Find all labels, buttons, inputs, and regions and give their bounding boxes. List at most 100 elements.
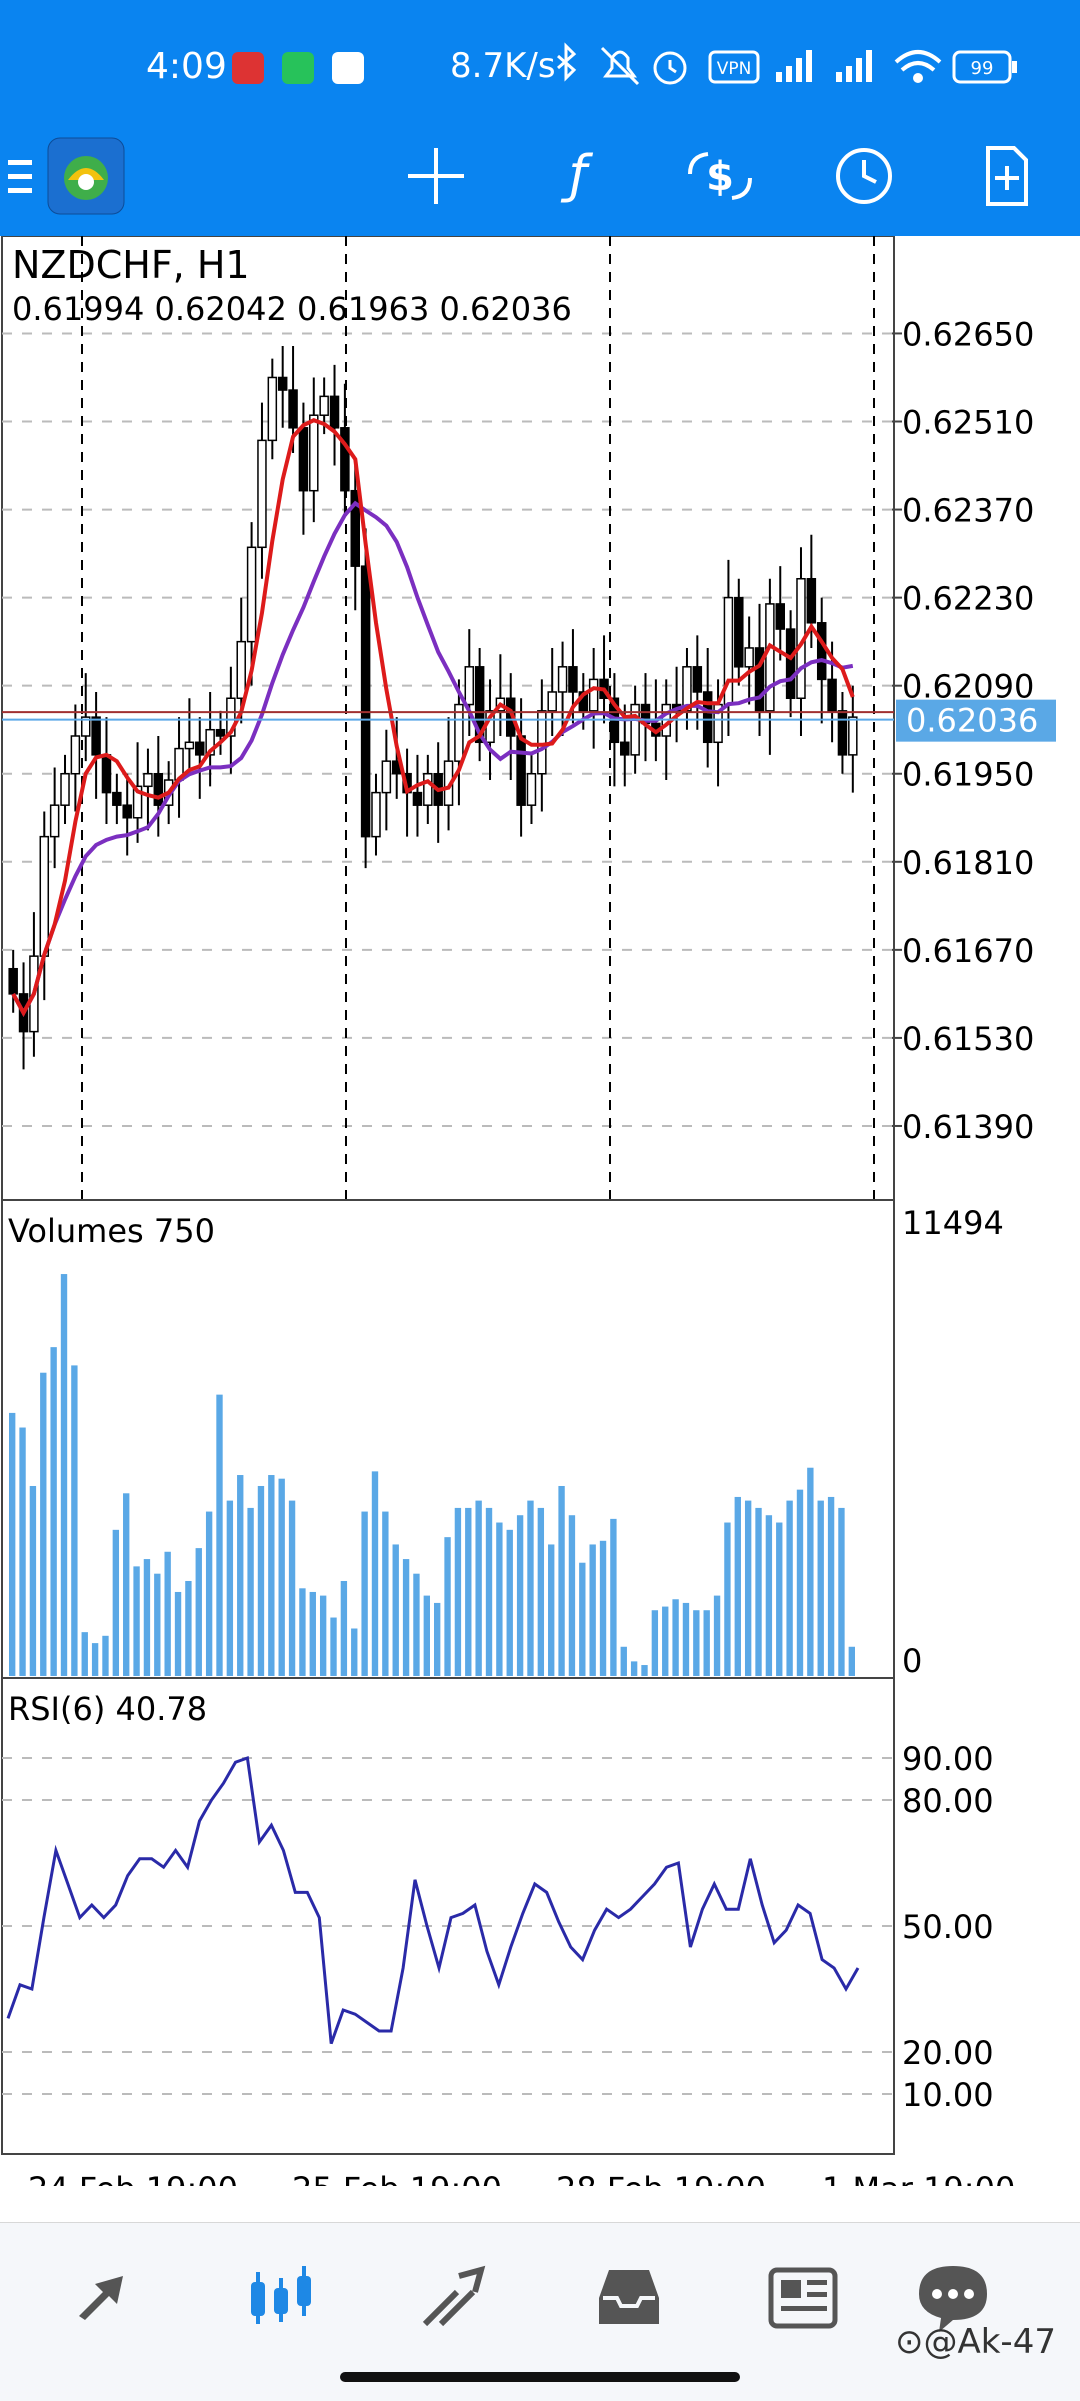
volume-bar xyxy=(434,1602,441,1676)
volume-bar xyxy=(133,1566,140,1676)
candle-body xyxy=(754,647,765,712)
rsi-tick-label: 50.00 xyxy=(902,1908,994,1946)
candle-body xyxy=(785,628,796,700)
cat-app-icon xyxy=(332,52,364,84)
candle-body xyxy=(381,760,392,794)
volume-bar xyxy=(703,1610,710,1676)
chart-icon xyxy=(251,2266,311,2324)
candle-body xyxy=(143,772,153,788)
volume-bar xyxy=(123,1493,130,1676)
symbol-button[interactable]: $ xyxy=(680,136,760,216)
volume-bar xyxy=(216,1394,223,1676)
candle-body xyxy=(557,666,568,693)
volume-bar xyxy=(278,1478,285,1676)
candle-body xyxy=(464,666,475,706)
nav-chart[interactable] xyxy=(236,2253,326,2343)
volume-bar xyxy=(734,1496,741,1676)
menu-button[interactable] xyxy=(0,136,60,216)
volume-max-label: 11494 xyxy=(902,1204,1004,1242)
chart-svg[interactable]: 0.62650 0.62510 0.62370 0.62230 0.62090 0.619… xyxy=(0,235,1080,2208)
candle-body xyxy=(340,427,350,492)
status-bar: 4:09 8.7K/s VPN 99 xyxy=(0,0,1080,118)
volume-bar xyxy=(496,1522,503,1676)
mute-icon xyxy=(600,46,640,86)
volume-bar xyxy=(516,1515,524,1676)
volume-bar xyxy=(537,1507,545,1676)
candle-body xyxy=(257,439,267,549)
rsi-line xyxy=(6,1755,860,2045)
indicators-button[interactable]: ƒ xyxy=(538,136,618,216)
candle-body xyxy=(848,716,858,756)
volume-bar xyxy=(195,1548,202,1676)
volume-bar xyxy=(475,1500,482,1676)
candle-body xyxy=(516,735,526,806)
nav-trade[interactable] xyxy=(410,2253,500,2343)
volume-bar xyxy=(817,1500,824,1676)
alarm-icon xyxy=(653,51,687,85)
volume-bar xyxy=(91,1643,99,1676)
volume-bar xyxy=(641,1665,648,1676)
volume-bar xyxy=(682,1602,690,1676)
volume-bar xyxy=(371,1471,379,1676)
candle-body xyxy=(474,666,485,744)
candle-body xyxy=(412,791,423,806)
nav-history[interactable] xyxy=(584,2253,674,2343)
chart-area[interactable]: 0.62650 0.62510 0.62370 0.62230 0.62090 0.619… xyxy=(0,235,1080,2208)
svg-text:99: 99 xyxy=(971,58,994,79)
watermark: ⊙@Ak-47 xyxy=(895,2322,1056,2362)
candle-body xyxy=(236,640,246,700)
candle-body xyxy=(568,666,578,693)
volume-bar xyxy=(672,1599,679,1676)
volume-bar xyxy=(444,1537,451,1676)
new-order-button[interactable] xyxy=(966,136,1046,216)
rsi-tick-label: 10.00 xyxy=(902,2076,994,2114)
messages-icon xyxy=(919,2266,987,2332)
candle-body xyxy=(423,772,433,806)
nav-news[interactable] xyxy=(758,2253,848,2343)
bluetooth-icon xyxy=(557,42,577,82)
network-speed: 8.7K/s xyxy=(450,46,556,86)
price-tick-label: 0.62510 xyxy=(902,404,1034,442)
metatrader-logo-icon xyxy=(47,137,125,215)
time-tick-label: 28 Feb 19:00 xyxy=(556,2170,766,2186)
volume-bar xyxy=(796,1489,804,1676)
candle-body xyxy=(350,489,361,567)
candle-body xyxy=(215,728,226,737)
price-axis: 0.62650 0.62510 0.62370 0.62230 0.62090 0.619… xyxy=(892,315,1034,1146)
toolbar: ƒ $ xyxy=(0,118,1080,236)
candle-body xyxy=(692,666,703,693)
volume-bar xyxy=(744,1500,752,1676)
home-indicator[interactable] xyxy=(340,2372,740,2382)
volume-bar xyxy=(485,1507,493,1676)
timeframe-button[interactable] xyxy=(824,136,904,216)
price-tick-label: 0.62090 xyxy=(902,668,1034,706)
history-icon xyxy=(599,2270,659,2324)
nav-messages[interactable] xyxy=(908,2253,998,2343)
volume-bar xyxy=(465,1507,472,1676)
candle-body xyxy=(267,376,278,442)
volume-bar xyxy=(288,1500,296,1676)
candle-body xyxy=(184,741,195,750)
volume-bar xyxy=(351,1628,358,1676)
quotes-icon xyxy=(79,2276,123,2320)
volume-bar xyxy=(164,1551,171,1676)
volume-bar xyxy=(662,1606,669,1676)
candle-body xyxy=(588,678,599,712)
volume-bar xyxy=(589,1544,596,1676)
volume-bar xyxy=(827,1496,835,1676)
volume-bar xyxy=(205,1511,213,1676)
volume-bar xyxy=(610,1518,617,1676)
volume-bar xyxy=(713,1595,721,1676)
clock-icon xyxy=(836,148,892,204)
candle-body xyxy=(277,376,288,391)
crosshair-button[interactable] xyxy=(396,136,476,216)
volume-bar xyxy=(50,1347,57,1676)
battery-icon: 99 xyxy=(952,50,1017,84)
volume-bar xyxy=(29,1485,37,1676)
nav-quotes[interactable] xyxy=(62,2253,152,2343)
current-price-label: 0.62036 xyxy=(906,702,1038,740)
volume-bar xyxy=(599,1540,607,1676)
volume-bar xyxy=(226,1500,234,1676)
app-logo[interactable] xyxy=(46,136,126,216)
price-tick-label: 0.62650 xyxy=(902,315,1034,353)
